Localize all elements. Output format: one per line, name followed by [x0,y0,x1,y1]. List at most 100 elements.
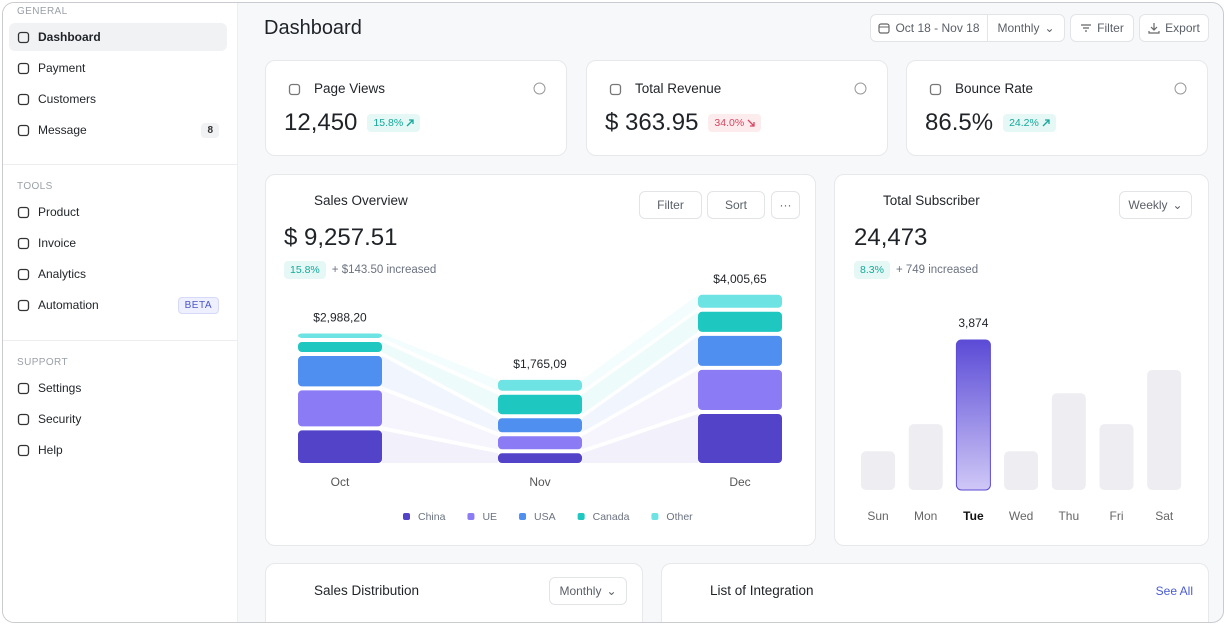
filter-button[interactable]: Filter [1070,14,1134,42]
nav-label: Analytics [38,267,87,281]
sales-note: + $143.50 increased [331,264,437,276]
kpi-change-value: 34.0% [714,117,745,129]
icon-shape [17,444,30,456]
arrow-path [1042,119,1050,127]
kpi-value-row: $ 363.95 34.0% [605,109,762,137]
info [533,82,546,95]
trend-arrow [1042,119,1050,127]
kpi-icon [609,83,622,96]
icon [17,268,30,280]
divider [3,164,237,165]
icon [17,413,30,425]
icon-shape [17,382,30,394]
nav-icon [17,93,30,106]
kpi-change: 15.8% [367,114,421,132]
section-title: GENERAL [17,6,68,17]
arrow-path [406,119,414,127]
kpi-value-row: 86.5% 24.2% [925,109,1056,137]
date-range: Oct 18 - Nov 18 [895,21,980,35]
see-all-link[interactable]: See All [1155,584,1193,598]
nav-item[interactable]: Help [9,436,227,464]
subscriber-value: 24,473 [854,224,928,251]
nav-icon [17,444,30,457]
subscriber-change: 8.3% [854,261,890,279]
sales-sort-button[interactable]: Sort [707,191,765,219]
calendar-icon [878,23,891,34]
icon [17,31,30,43]
chevron: ⌄ [606,584,617,598]
info-icon [533,82,546,95]
nav-item[interactable]: Settings [9,374,227,402]
nav-item[interactable]: Message 8 [9,116,227,144]
page-title: Dashboard [264,17,362,39]
info-circle [1174,82,1187,95]
nav-label: Security [38,412,82,426]
sales-filter-button[interactable]: Filter [639,191,702,219]
kpi-title: Bounce Rate [955,81,1034,96]
sales-title: Sales Overview [314,193,408,208]
nav-icon [17,268,30,281]
nav-item[interactable]: Analytics [9,260,227,288]
nav-label: Dashboard [38,30,101,44]
kpi-change: 34.0% [708,114,762,132]
export-button[interactable]: Export [1139,14,1209,42]
nav-label: Settings [38,381,82,395]
nav-item[interactable]: Invoice [9,229,227,257]
nav-item[interactable]: Automation BETA [9,291,227,319]
distribution-title: Sales Distribution [314,583,420,598]
icon-shape [609,83,622,96]
kpi-change-value: 15.8% [373,117,404,129]
subscriber-title: Total Subscriber [883,193,980,208]
sales-filter: Filter [657,198,684,212]
kpi-change: 24.2% [1003,114,1056,132]
nav-item[interactable]: Security [9,405,227,433]
kpi-value: $ 363.95 [605,109,699,136]
nav-label: Customers [38,92,97,106]
nav-icon [17,382,30,395]
distribution-period-button[interactable]: Monthly ⌄ [549,577,627,605]
nav-badge: 8 [201,122,219,138]
nav-item[interactable]: Product [9,198,227,226]
sales-more: ··· [779,198,792,212]
icon-shape [17,124,30,136]
kpi-icon [929,83,942,96]
kpi-value-row: 12,450 15.8% [284,109,421,137]
icon [929,83,942,96]
kpi-title: Page Views [314,81,386,96]
trend-arrow [406,119,414,127]
nav-icon [17,237,30,250]
icon-shape [17,237,30,249]
period-button[interactable]: Monthly ⌄ [987,14,1065,42]
subscriber-change-row: 8.3% + 749 increased [854,261,978,279]
info [1174,82,1187,95]
chevron: ⌄ [1172,198,1183,212]
nav-icon [17,206,30,219]
nav-item[interactable]: Payment [9,54,227,82]
kpi-card: Total Revenue $ 363.95 34.0% [586,60,888,156]
filter-icon [1081,24,1092,32]
integration-card [661,563,1209,622]
nav-label: Invoice [38,236,77,250]
date-range-button[interactable]: Oct 18 - Nov 18 [870,14,988,42]
sales-more-button[interactable]: ··· [771,191,800,219]
nav-badge: BETA [177,296,219,314]
weekly: Weekly [1128,198,1168,212]
icon [17,93,30,105]
info-circle [533,82,546,95]
nav-item[interactable]: Customers [9,85,227,113]
info-icon [854,82,867,95]
icon-shape [17,93,30,105]
icon-shape [17,62,30,74]
nav-label: Help [38,443,63,457]
kpi-icon [288,83,301,96]
info-icon [1174,82,1187,95]
icon [17,124,30,136]
distribution-period: Monthly [559,584,602,598]
nav-icon [17,413,30,426]
weekly-button[interactable]: Weekly ⌄ [1119,191,1192,219]
icon-shape [929,83,942,96]
icon [17,237,30,249]
nav-item[interactable]: Dashboard [9,23,227,51]
sales-change: 15.8% [284,261,326,279]
